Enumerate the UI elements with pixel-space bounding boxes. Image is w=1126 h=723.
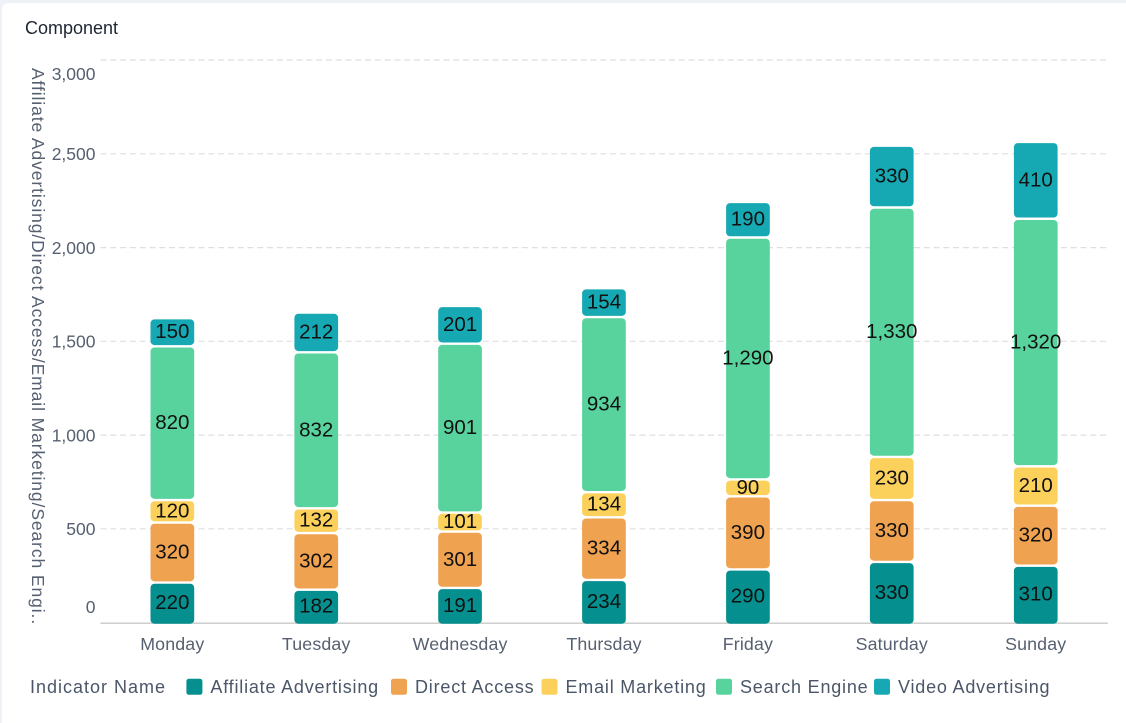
svg-text:330: 330: [875, 581, 909, 604]
svg-text:234: 234: [587, 590, 621, 613]
svg-text:1,290: 1,290: [722, 347, 773, 370]
svg-text:132: 132: [299, 509, 333, 532]
svg-text:150: 150: [155, 320, 189, 343]
svg-text:Friday: Friday: [723, 634, 773, 654]
svg-text:191: 191: [443, 594, 477, 617]
svg-text:101: 101: [443, 510, 477, 533]
svg-text:Video Advertising: Video Advertising: [898, 677, 1050, 697]
svg-text:1,320: 1,320: [1010, 331, 1061, 354]
svg-text:2,500: 2,500: [52, 144, 96, 164]
svg-text:Component: Component: [25, 18, 118, 38]
svg-text:134: 134: [587, 493, 621, 516]
svg-text:330: 330: [875, 165, 909, 188]
svg-text:330: 330: [875, 519, 909, 542]
svg-text:Email Marketing: Email Marketing: [566, 677, 707, 697]
svg-text:500: 500: [66, 519, 95, 539]
svg-text:201: 201: [443, 313, 477, 336]
svg-text:832: 832: [299, 418, 333, 441]
svg-text:290: 290: [731, 585, 765, 608]
svg-text:230: 230: [875, 467, 909, 490]
svg-text:310: 310: [1019, 583, 1053, 606]
svg-text:220: 220: [155, 591, 189, 614]
svg-text:210: 210: [1019, 474, 1053, 497]
svg-text:410: 410: [1019, 168, 1053, 191]
svg-text:1,330: 1,330: [866, 320, 917, 343]
svg-text:120: 120: [155, 499, 189, 522]
svg-text:Sunday: Sunday: [1005, 634, 1066, 654]
svg-text:90: 90: [736, 476, 759, 499]
svg-text:212: 212: [299, 320, 333, 343]
svg-text:390: 390: [731, 521, 765, 544]
svg-text:302: 302: [299, 549, 333, 572]
svg-text:Saturday: Saturday: [856, 634, 928, 654]
svg-text:2,000: 2,000: [52, 238, 96, 258]
svg-text:901: 901: [443, 416, 477, 439]
svg-text:Monday: Monday: [140, 634, 204, 654]
svg-text:320: 320: [155, 541, 189, 564]
svg-text:334: 334: [587, 537, 621, 560]
svg-text:0: 0: [86, 597, 96, 617]
svg-text:1,500: 1,500: [52, 332, 96, 352]
svg-text:934: 934: [587, 393, 621, 416]
svg-text:190: 190: [731, 208, 765, 231]
svg-text:Thursday: Thursday: [566, 634, 641, 654]
svg-text:154: 154: [587, 291, 621, 314]
svg-text:320: 320: [1019, 524, 1053, 547]
svg-text:Direct Access: Direct Access: [415, 677, 534, 697]
svg-text:Tuesday: Tuesday: [282, 634, 351, 654]
svg-text:Search Engine: Search Engine: [740, 677, 868, 697]
svg-text:Indicator Name: Indicator Name: [30, 677, 166, 697]
svg-text:Affiliate Advertising/Direct A: Affiliate Advertising/Direct Access/Emai…: [28, 68, 48, 625]
svg-text:Affiliate Advertising: Affiliate Advertising: [210, 677, 379, 697]
svg-text:301: 301: [443, 548, 477, 571]
svg-text:820: 820: [155, 411, 189, 434]
svg-text:1,000: 1,000: [52, 425, 96, 445]
svg-text:3,000: 3,000: [52, 64, 96, 84]
svg-text:182: 182: [299, 595, 333, 618]
svg-text:Wednesday: Wednesday: [413, 634, 508, 654]
